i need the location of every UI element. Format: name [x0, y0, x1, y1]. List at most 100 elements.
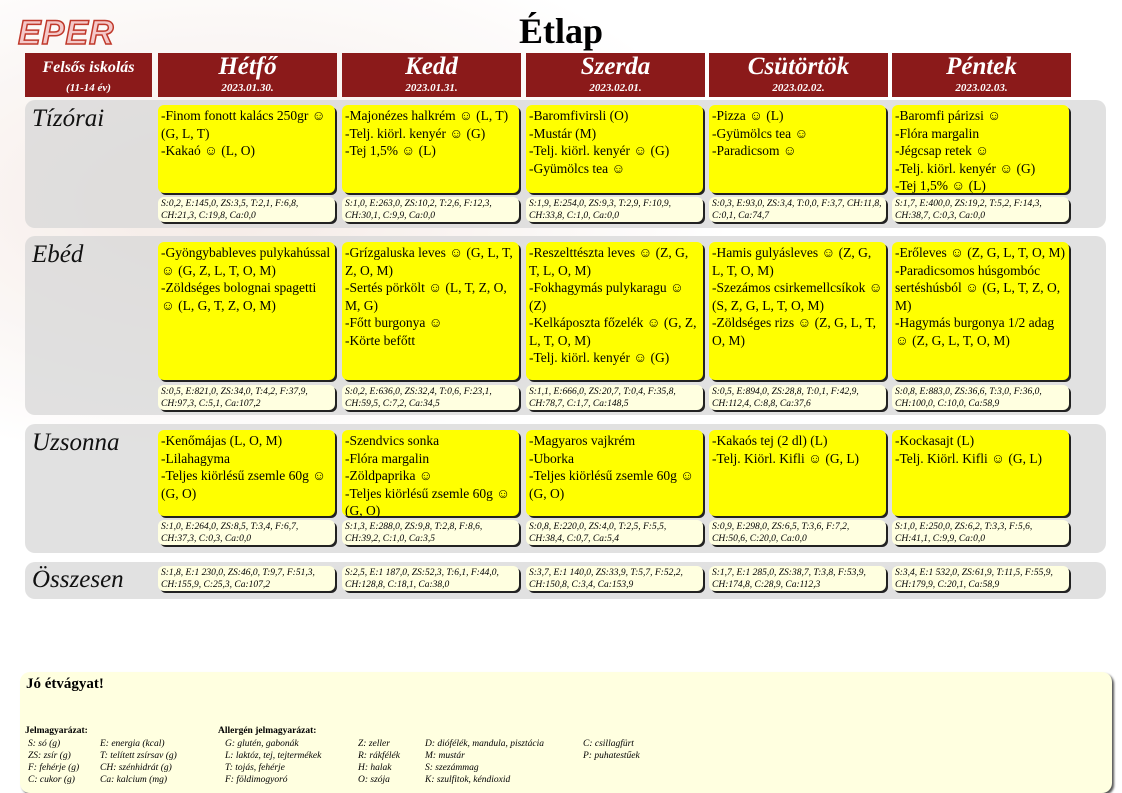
day-name: Hétfő [218, 53, 277, 80]
day-date: 2023.02.01. [589, 82, 642, 94]
legend-column: D: diófélék, mandula, pisztácia M: mustár… [425, 738, 544, 786]
day-header-1: Kedd 2023.01.31. [342, 53, 521, 97]
menu-item: -Tej 1,5% ☺ (L) [895, 178, 986, 193]
totals-nutrition: S:1,7, E:1 285,0, ZS:38,7, T:3,8, F:53,9… [709, 566, 886, 591]
legend-entry: H: halak [358, 763, 392, 773]
day-name: Péntek [946, 53, 1017, 80]
nutrition-info: S:1,0, E:264,0, ZS:8,5, T:3,4, F:6,7, CH… [158, 520, 335, 545]
menu-item: -Majonézes halkrém ☺ (L, T) [345, 108, 509, 123]
nutrition-info: S:0,5, E:894,0, ZS:28,8, T:0,1, F:42,9, … [709, 385, 886, 410]
nutrition-info: S:1,9, E:254,0, ZS:9,3, T:2,9, F:10,9, C… [526, 197, 703, 222]
menu-item: -Hamis gulyásleves ☺ (Z, G, L, T, O, M) [712, 245, 872, 278]
eper-logo: EPER [17, 13, 115, 53]
menu-box: -Gyöngybableves pulykahússal☺ (G, Z, L, … [158, 242, 335, 380]
audience-age: (11-14 év) [66, 82, 111, 94]
legend-entry: R: rákfélék [358, 751, 400, 761]
menu-box: -Reszelttészta leves ☺ (Z, G, T, L, O, M… [526, 242, 703, 380]
menu-box: -Finom fonott kalács 250gr ☺ (G, L, T) -K… [158, 105, 335, 193]
legend-entry: K: szulfitok, kéndioxid [425, 775, 511, 785]
menu-item: -Sertés pörkölt ☺ (L, T, Z, O, M, G) [345, 280, 507, 313]
totals-nutrition: S:2,5, E:1 187,0, ZS:52,3, T:6,1, F:44,0… [342, 566, 519, 591]
legend-entry: T: tojás, fehérje [225, 763, 285, 773]
legend-entry: S: só (g) [28, 739, 61, 749]
menu-item: -Telj. kiörl. kenyér ☺ (G) [529, 350, 670, 365]
greeting: Jó étvágyat! [26, 676, 104, 692]
day-name: Csütörtök [747, 53, 850, 80]
legend-column: E: energia (kcal) T: telített zsírsav (g)… [100, 738, 177, 786]
menu-item: -Reszelttészta leves ☺ (Z, G, T, L, O, M… [529, 245, 689, 278]
totals-nutrition: S:3,4, E:1 532,0, ZS:61,9, T:11,5, F:55,… [892, 566, 1069, 591]
audience-header: Felsős iskolás (11-14 év) [25, 53, 152, 97]
menu-item: -Telj. kiörl. kenyér ☺ (G) [529, 143, 670, 158]
legend-entry: P: puhatestűek [583, 751, 640, 761]
menu-box: -Grízgaluska leves ☺ (G, L, T, Z, O, M) -… [342, 242, 519, 380]
meal-label: Ebéd [32, 241, 84, 268]
day-date: 2023.01.31. [405, 82, 458, 94]
menu-item: -Gyöngybableves pulykahússal☺ (G, Z, L, … [161, 245, 331, 278]
page-title: Étlap [518, 11, 604, 51]
day-header-2: Szerda 2023.02.01. [526, 53, 705, 97]
menu-item: -Fokhagymás pulykaragu ☺ (Z) [529, 280, 684, 313]
legend-entry: O: szója [358, 775, 390, 785]
menu-item: -Telj. Kiörl. Kifli ☺ (G, L) [895, 450, 1043, 466]
legend-column: C: csillagfürt P: puhatestűek [583, 738, 640, 762]
legend-column: S: só (g) ZS: zsír (g) F: fehérje (g) C: cu… [28, 738, 79, 786]
menu-item: -Baromfi párizsi ☺ [895, 108, 1002, 123]
menu-box: -Kockasajt (L) -Telj. Kiörl. Kifli ☺ (G, … [892, 430, 1069, 516]
menu-item: -Flóra margalin [895, 125, 980, 141]
menu-item: -Pizza ☺ (L) [712, 108, 784, 123]
day-header-3: Csütörtök 2023.02.02. [709, 53, 888, 97]
menu-item: -Gyümölcs tea ☺ [712, 125, 809, 141]
nutrition-info: S:0,2, E:145,0, ZS:3,5, T:2,1, F:6,8, CH… [158, 197, 335, 222]
menu-box: -Baromfivirsli (O) -Mustár (M) -Telj. kiör… [526, 105, 703, 193]
menu-item: -Uborka [529, 450, 574, 466]
menu-box: -Majonézes halkrém ☺ (L, T) -Telj. kiörl.… [342, 105, 519, 193]
totals-nutrition: S:3,7, E:1 140,0, ZS:33,9, T:5,7, F:52,2… [526, 566, 703, 591]
legend-entry: T: telített zsírsav (g) [100, 751, 177, 761]
legend-entry: L: laktóz, tej, tejtermékek [225, 751, 322, 761]
audience-label: Felsős iskolás [42, 59, 135, 76]
day-name: Szerda [580, 53, 651, 80]
legend-entry: S: szezámmag [425, 763, 479, 773]
totals-nutrition: S:1,8, E:1 230,0, ZS:46,0, T:9,7, F:51,3… [158, 566, 335, 591]
nutrition-info: S:0,3, E:93,0, ZS:3,4, T:0,0, F:3,7, CH:… [709, 197, 886, 222]
nutrition-info: S:1,0, E:250,0, ZS:6,2, T:3,3, F:5,6, CH… [892, 520, 1069, 545]
menu-item: -Kockasajt (L) [895, 433, 975, 448]
allergen-title: Allergén jelmagyarázat: [218, 726, 317, 736]
nutrition-info: S:1,0, E:263,0, ZS:10,2, T:2,6, F:12,3, … [342, 197, 519, 222]
menu-item: -Telj. Kiörl. Kifli ☺ (G, L) [712, 450, 860, 466]
menu-item: -Gyümölcs tea ☺ [529, 160, 626, 176]
menu-item: -Lilahagyma [161, 450, 230, 466]
menu-box: -Szendvics sonka -Flóra margalin -Zöldpapr… [342, 430, 519, 518]
nutrition-info: S:1,3, E:288,0, ZS:9,8, T:2,8, F:8,6, CH… [342, 520, 519, 545]
menu-item: -Zöldpaprika ☺ [345, 468, 433, 483]
menu-box: -Pizza ☺ (L) -Gyümölcs tea ☺ -Paradicsom ☺ [709, 105, 886, 193]
day-date: 2023.01.30. [221, 82, 274, 94]
menu-item: -Szendvics sonka [345, 433, 440, 448]
menu-box: -Hamis gulyásleves ☺ (Z, G, L, T, O, M) -… [709, 242, 886, 380]
menu-item: -Jégcsap retek ☺ [895, 143, 989, 158]
legend-entry: E: energia (kcal) [100, 739, 165, 749]
menu-item: -Körte befőtt [345, 332, 416, 348]
menu-item: -Kakaós tej (2 dl) (L) [712, 433, 828, 448]
day-name: Kedd [405, 53, 458, 80]
menu-box: -Magyaros vajkrém -Uborka -Teljes kiörlésű… [526, 430, 703, 516]
legend-entry: G: glutén, gabonák [225, 739, 299, 749]
legend-entry: D: diófélék, mandula, pisztácia [425, 739, 544, 749]
menu-box: -Kenőmájas (L, O, M) -Lilahagyma -Teljes k… [158, 430, 335, 516]
legend-title: Jelmagyarázat: [25, 726, 88, 736]
menu-box: -Erőleves ☺ (Z, G, L, T, O, M) -Paradicso… [892, 242, 1069, 380]
meal-label: Uzsonna [32, 429, 120, 456]
menu-item: -Teljes kiörlésű zsemle 60g ☺ (G, O) [161, 468, 327, 501]
menu-item: -Kenőmájas (L, O, M) [161, 433, 283, 448]
footer-legend: Jó étvágyat! Jelmagyarázat: Allergén jel… [20, 672, 1112, 793]
nutrition-info: S:0,2, E:636,0, ZS:32,4, T:0,6, F:23,1, … [342, 385, 519, 410]
nutrition-info: S:1,7, E:400,0, ZS:19,2, T:5,2, F:14,3, … [892, 197, 1069, 222]
nutrition-info: S:1,1, E:666,0, ZS:20,7, T:0,4, F:35,8, … [526, 385, 703, 410]
legend-column: G: glutén, gabonák L: laktóz, tej, tejter… [225, 738, 321, 786]
legend-entry: Ca: kalcium (mg) [100, 775, 168, 785]
totals-label: Összesen [32, 566, 124, 593]
menu-item: -Grízgaluska leves ☺ (G, L, T, Z, O, M) [345, 245, 513, 278]
menu-item: -Paradicsomos húsgombóc sertéshúsból ☺ (… [895, 262, 1061, 313]
nutrition-info: S:0,8, E:220,0, ZS:4,0, T:2,5, F:5,5, CH… [526, 520, 703, 545]
